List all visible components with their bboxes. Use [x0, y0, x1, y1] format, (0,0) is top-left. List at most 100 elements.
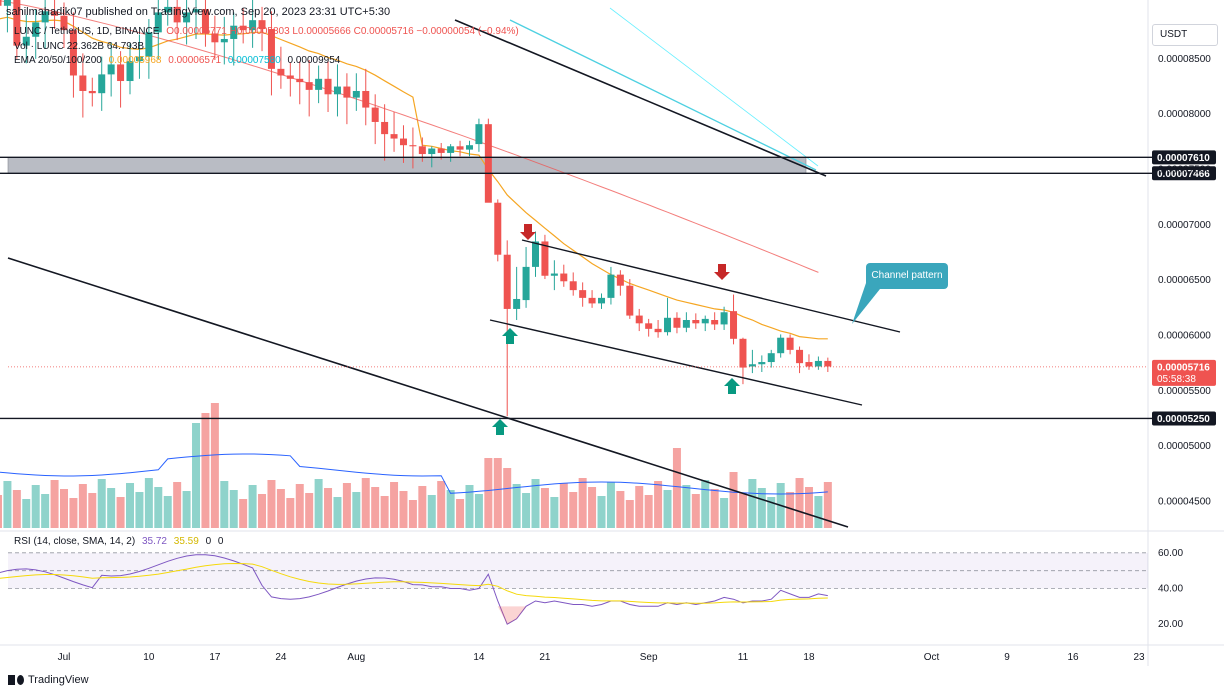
candle-body	[513, 298, 521, 309]
price-tick-label: 0.00007500	[1158, 165, 1211, 176]
ema-lines	[0, 0, 828, 340]
volume-bar	[748, 479, 757, 528]
ohlc-readout: O0.00005771 H0.00005803 L0.00005666 C0.0…	[166, 26, 519, 37]
volume-bar	[69, 498, 78, 528]
time-tick-label: 23	[1133, 652, 1145, 663]
channel-upper-line	[521, 239, 901, 333]
candle-body	[720, 312, 728, 325]
candle-body	[475, 124, 483, 145]
volume-bars	[0, 403, 832, 528]
volume-bar	[465, 485, 474, 528]
volume-bar	[682, 485, 691, 528]
volume-bar	[635, 486, 644, 528]
publish-caption: sahilmahadik07 published on TradingView.…	[6, 6, 391, 18]
volume-bar	[644, 495, 653, 528]
volume-bar	[710, 489, 719, 528]
tradingview-logo[interactable]: TradingView	[8, 674, 89, 686]
volume-bar	[12, 490, 21, 528]
callout-pointer	[852, 283, 880, 324]
volume-bar	[569, 492, 578, 528]
candle-body	[220, 38, 228, 43]
ema200-line	[609, 7, 819, 167]
volume-bar	[606, 482, 615, 528]
up-arrow-icon	[724, 378, 740, 394]
candle-body	[569, 281, 577, 291]
candle-body	[267, 29, 275, 69]
volume-bar	[126, 483, 135, 528]
rsi-legend-label[interactable]: RSI (14, close, SMA, 14, 2)	[14, 536, 136, 547]
candle-body	[664, 317, 672, 333]
volume-bar	[276, 489, 285, 528]
candle-body	[673, 317, 681, 328]
price-tick-label: 0.00008000	[1158, 109, 1211, 120]
volume-bar	[314, 479, 323, 528]
candle-body	[654, 328, 662, 333]
ema100-value: 0.00007580	[227, 55, 281, 66]
time-tick-label: 11	[738, 652, 749, 663]
candles	[0, 0, 832, 417]
volume-bar	[229, 490, 238, 528]
volume-bar	[418, 486, 427, 528]
candle-body	[296, 78, 304, 83]
level-badge	[1152, 411, 1216, 426]
candle-body	[107, 64, 115, 75]
time-tick-label: Sep	[640, 652, 658, 663]
level-badge	[1152, 166, 1216, 181]
price-tick-label: 0.00005000	[1158, 441, 1211, 452]
time-tick-label: 21	[539, 652, 551, 663]
candle-body	[135, 56, 143, 62]
volume-legend: Vol · LUNC 22.362B 64.793B	[14, 41, 148, 52]
candle-body	[796, 349, 804, 364]
candle-body	[315, 78, 323, 90]
candle-body	[305, 82, 313, 90]
volume-bar	[41, 494, 50, 528]
candle-body	[711, 320, 719, 325]
level-badge-label: 0.00005250	[1157, 414, 1210, 425]
candle-body	[0, 0, 2, 6]
time-tick-label: 18	[803, 652, 815, 663]
candle-body	[748, 364, 756, 367]
candle-body	[352, 90, 360, 98]
symbol-line[interactable]: LUNC / TetherUS, 1D, BINANCE	[14, 26, 160, 37]
supply-zone-rect	[7, 157, 807, 174]
candle-body	[588, 297, 596, 304]
volume-bar	[182, 491, 191, 528]
volume-bar	[0, 495, 2, 528]
time-tick-label: 16	[1067, 652, 1079, 663]
volume-ma-line	[0, 453, 828, 495]
down-arrow-icon	[714, 264, 730, 280]
candle-body	[739, 338, 747, 368]
volume-bar	[173, 482, 182, 528]
candle-body	[145, 32, 153, 57]
candle-body	[682, 320, 690, 328]
long-term-support-line	[7, 257, 849, 528]
currency-button[interactable]: USDT	[1152, 24, 1218, 46]
volume-bar	[31, 485, 40, 528]
volume-bar	[503, 468, 512, 528]
supply-zone	[7, 157, 807, 174]
candle-body	[343, 86, 351, 98]
candle-body	[409, 145, 417, 147]
ema-legend-label[interactable]: EMA 20/50/100/200	[14, 55, 102, 66]
time-tick-label: Aug	[347, 652, 365, 663]
ema200-value: 0.00009954	[287, 55, 341, 66]
candle-body	[22, 36, 30, 46]
candle-body	[447, 146, 455, 153]
volume-legend-label[interactable]: Vol · LUNC 22.362B 64.793B	[14, 41, 145, 52]
candle-body	[522, 266, 530, 301]
volume-bar	[22, 499, 31, 528]
candle-body	[560, 273, 568, 282]
rsi-pane: 60.00 40.00 20.00	[0, 548, 1183, 630]
volume-bar	[512, 484, 521, 528]
candle-body	[758, 362, 766, 365]
candle-body	[692, 320, 700, 324]
candle-body	[390, 134, 398, 139]
volume-bar	[286, 498, 295, 528]
candle-body	[60, 15, 68, 31]
candle-body	[371, 107, 379, 122]
volume-bar	[154, 487, 163, 528]
price-tick-label: 0.00008500	[1158, 54, 1211, 65]
price-tick-label: 0.00004500	[1158, 496, 1211, 507]
volume-bar	[456, 499, 465, 528]
